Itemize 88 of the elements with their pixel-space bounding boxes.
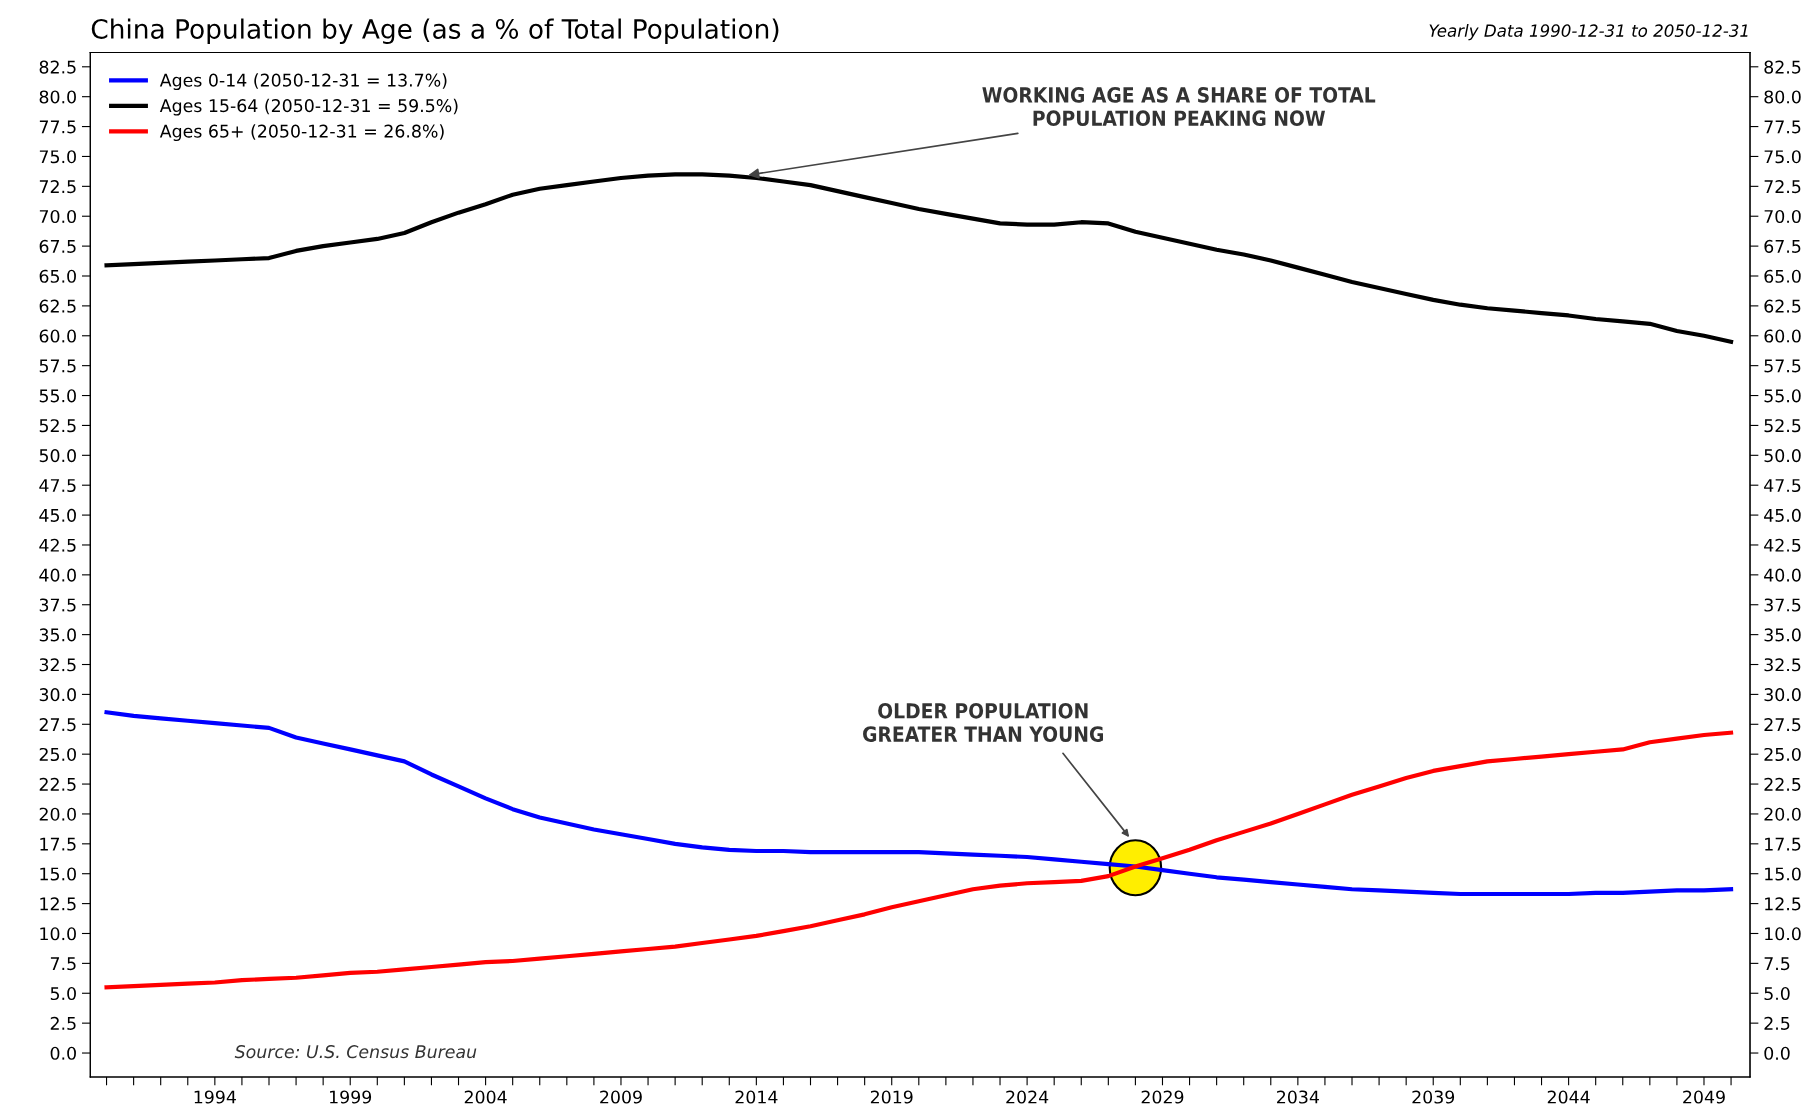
y-tick-label: 17.5 <box>40 837 76 851</box>
x-tick-label: 2029 <box>1141 1090 1184 1104</box>
y-tick-label: 32.5 <box>39 658 76 672</box>
y-tick-label: 5.0 <box>50 986 76 1001</box>
x-tick-label: 2039 <box>1412 1090 1455 1104</box>
y2-tick-label: 82.5 <box>1764 60 1801 74</box>
y2-tick-label: 57.5 <box>1764 359 1801 373</box>
y-tick-label: 10.0 <box>40 927 76 941</box>
x-tick-label: 2024 <box>1006 1090 1049 1104</box>
y2-tick-label: 17.5 <box>1765 837 1801 851</box>
y-tick-label: 52.5 <box>39 419 76 433</box>
y-tick-label: 60.0 <box>39 329 76 343</box>
y2-tick-label: 55.0 <box>1764 389 1801 403</box>
y2-tick-label: 27.5 <box>1764 718 1801 732</box>
x-tick-label: 2014 <box>735 1090 778 1104</box>
y2-tick-label: 60.0 <box>1764 329 1801 343</box>
y2-tick-label: 77.5 <box>1764 120 1801 134</box>
y-tick-label: 2.5 <box>50 1016 76 1030</box>
y-tick-label: 27.5 <box>39 718 76 732</box>
y2-tick-label: 15.0 <box>1765 867 1801 881</box>
y-tick-label: 77.5 <box>39 120 76 134</box>
y-tick-label: 35.0 <box>39 628 76 642</box>
y2-tick-label: 20.0 <box>1764 807 1801 821</box>
y-tick-label: 50.0 <box>39 449 76 463</box>
x-tick-label: 2044 <box>1547 1090 1590 1104</box>
y-tick-label: 57.5 <box>39 359 76 373</box>
y-tick-label: 82.5 <box>39 60 76 74</box>
y2-tick-label: 30.0 <box>1764 688 1801 702</box>
y-tick-label: 70.0 <box>39 209 76 224</box>
y-tick-label: 20.0 <box>39 807 76 821</box>
y2-tick-label: 65.0 <box>1764 269 1801 283</box>
y-tick-label: 65.0 <box>39 269 76 283</box>
y-tick-label: 62.5 <box>39 299 76 313</box>
legend-label: Ages 65+ (2050-12-31 = 26.8%) <box>159 124 444 142</box>
annotation: WORKING AGE AS A SHARE OF TOTAL POPULATION PEAKING NOW <box>982 87 1376 127</box>
y2-tick-label: 5.0 <box>1764 986 1790 1001</box>
y2-tick-label: 32.5 <box>1764 658 1801 672</box>
y-tick-label: 15.0 <box>40 867 76 881</box>
y2-tick-label: 52.5 <box>1764 419 1801 433</box>
y2-tick-label: 10.0 <box>1765 927 1801 941</box>
y2-tick-label: 67.5 <box>1764 239 1801 253</box>
y2-tick-label: 22.5 <box>1764 777 1801 791</box>
y-tick-label: 45.0 <box>39 508 76 522</box>
y-tick-label: 30.0 <box>39 688 76 702</box>
y-tick-label: 40.0 <box>39 568 76 582</box>
y2-tick-label: 50.0 <box>1764 449 1801 463</box>
chart-title: China Population by Age (as a % of Total Population) <box>91 18 779 45</box>
y-tick-label: 0.0 <box>50 1046 76 1060</box>
legend-label: Ages 0-14 (2050-12-31 = 13.7%) <box>159 73 447 91</box>
legend-label: Ages 15-64 (2050-12-31 = 59.5%) <box>159 98 458 116</box>
y2-tick-label: 75.0 <box>1764 150 1801 164</box>
y2-tick-label: 25.0 <box>1764 747 1801 762</box>
y2-tick-label: 42.5 <box>1764 538 1801 552</box>
chart-subtitle: Yearly Data 1990-12-31 to 2050-12-31 <box>1429 24 1748 41</box>
y-tick-label: 37.5 <box>39 598 76 612</box>
y2-tick-label: 12.5 <box>1765 897 1801 911</box>
y-tick-label: 67.5 <box>39 239 76 253</box>
y2-tick-label: 47.5 <box>1764 479 1801 493</box>
y2-tick-label: 7.5 <box>1764 957 1790 971</box>
y-tick-label: 80.0 <box>39 90 76 104</box>
y-tick-label: 72.5 <box>39 180 76 194</box>
y2-tick-label: 72.5 <box>1764 180 1801 194</box>
y2-tick-label: 2.5 <box>1764 1016 1790 1030</box>
annotation: OLDER POPULATION GREATER THAN YOUNG <box>863 702 1103 742</box>
y-tick-label: 42.5 <box>39 538 76 552</box>
y-tick-label: 22.5 <box>39 777 76 791</box>
annotation: Source: U.S. Census Bureau <box>234 1045 477 1059</box>
y-tick-label: 12.5 <box>40 897 76 911</box>
x-tick-label: 2004 <box>464 1090 507 1104</box>
x-tick-label: 1994 <box>194 1090 236 1104</box>
y-tick-label: 7.5 <box>50 957 76 971</box>
x-tick-label: 2019 <box>870 1090 913 1104</box>
y2-tick-label: 0.0 <box>1764 1046 1790 1060</box>
y2-tick-label: 35.0 <box>1764 628 1801 642</box>
y-tick-label: 25.0 <box>39 747 76 762</box>
y-tick-label: 55.0 <box>39 389 76 403</box>
x-tick-label: 2034 <box>1277 1090 1319 1104</box>
y2-tick-label: 80.0 <box>1764 90 1801 104</box>
x-tick-label: 1999 <box>330 1090 372 1104</box>
x-tick-label: 2049 <box>1683 1090 1725 1104</box>
y2-tick-label: 62.5 <box>1764 299 1801 313</box>
x-tick-label: 2009 <box>600 1090 642 1104</box>
y-tick-label: 47.5 <box>39 479 76 493</box>
y-tick-label: 75.0 <box>39 150 76 164</box>
y2-tick-label: 37.5 <box>1764 598 1801 612</box>
y2-tick-label: 70.0 <box>1764 209 1801 224</box>
y2-tick-label: 40.0 <box>1764 568 1801 582</box>
y2-tick-label: 45.0 <box>1764 508 1801 522</box>
